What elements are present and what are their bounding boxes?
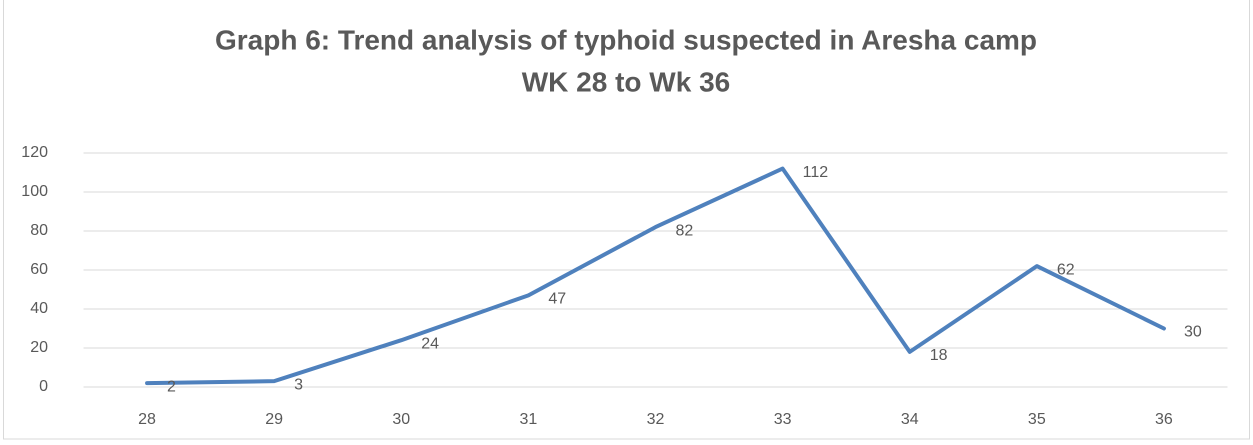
x-tick-label: 29 xyxy=(265,411,283,428)
data-label: 82 xyxy=(676,222,694,239)
data-label: 62 xyxy=(1057,261,1075,278)
chart-title: Graph 6: Trend analysis of typhoid suspe… xyxy=(215,24,1037,55)
y-tick-label: 20 xyxy=(30,339,48,356)
chart-title: WK 28 to Wk 36 xyxy=(522,66,730,97)
chart-frame xyxy=(3,0,1250,440)
data-label: 3 xyxy=(294,376,303,393)
x-tick-label: 32 xyxy=(647,411,665,428)
x-tick-label: 30 xyxy=(392,411,410,428)
data-label: 2 xyxy=(167,378,176,395)
y-tick-label: 80 xyxy=(30,222,48,239)
data-label: 24 xyxy=(421,335,439,352)
y-tick-label: 0 xyxy=(39,378,48,395)
x-tick-label: 34 xyxy=(901,411,919,428)
y-tick-label: 120 xyxy=(21,144,48,161)
x-tick-label: 36 xyxy=(1155,411,1173,428)
x-tick-label: 33 xyxy=(774,411,792,428)
x-tick-label: 35 xyxy=(1028,411,1046,428)
data-label: 112 xyxy=(803,164,829,181)
x-tick-label: 31 xyxy=(519,411,537,428)
y-tick-label: 60 xyxy=(30,261,48,278)
x-tick-label: 28 xyxy=(138,411,156,428)
y-tick-label: 100 xyxy=(21,183,48,200)
y-tick-label: 40 xyxy=(30,300,48,317)
data-line xyxy=(145,166,1166,386)
data-label: 30 xyxy=(1184,324,1202,341)
data-label: 18 xyxy=(930,347,948,364)
data-label: 47 xyxy=(548,291,566,308)
